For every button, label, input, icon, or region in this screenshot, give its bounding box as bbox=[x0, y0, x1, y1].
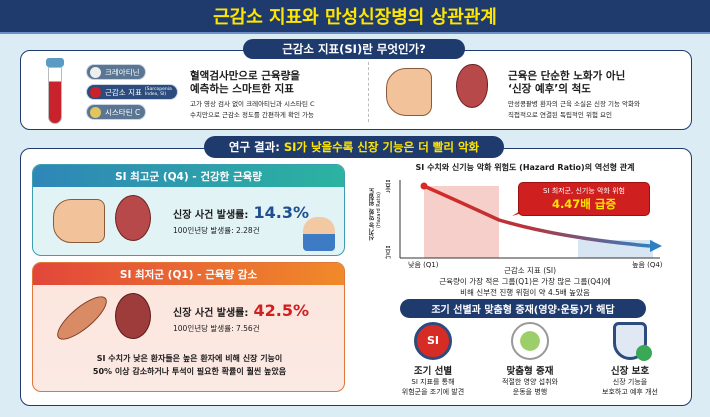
hazard-chart bbox=[399, 180, 662, 259]
tag-creatinine: 크레아티닌 bbox=[86, 64, 146, 80]
q4-card: SI 최고군 (Q4) - 건강한 근육량 신장 사건 발생률: 14.3% 1… bbox=[32, 164, 345, 256]
divider bbox=[368, 62, 369, 122]
right-heading-2: ‘신장 예후’의 척도 bbox=[508, 83, 591, 95]
q1-sub: 100인년당 발생률: 7.56건 bbox=[173, 324, 260, 333]
solution-line: SI 지표를 통해 bbox=[411, 378, 455, 386]
right-heading-1: 근육은 단순한 노화가 아닌 bbox=[508, 70, 626, 82]
solution-line: 위험군을 조기에 발견 bbox=[401, 388, 465, 396]
tag-cystatin: 시스타틴 C bbox=[86, 104, 146, 120]
q4-value: 14.3% bbox=[253, 203, 309, 222]
blood-tube-icon bbox=[46, 58, 64, 126]
y-high-label: 높음 bbox=[385, 180, 393, 193]
solution-line: 적절한 영양 섭취와 bbox=[502, 378, 558, 386]
x-low-label: 낮음 (Q1) bbox=[408, 261, 439, 269]
q1-label: 신장 사건 발생률: bbox=[173, 308, 249, 319]
magnifier-icon: SI bbox=[414, 322, 452, 360]
muscle-arm-icon bbox=[386, 68, 432, 116]
callout-line-2: 4.47배 급증 bbox=[551, 197, 617, 211]
solution-early-screening: SI 조기 선별 SI 지표를 통해 위험군을 조기에 발견 bbox=[388, 322, 478, 397]
x-high-label: 높음 (Q4) bbox=[632, 261, 663, 269]
y-axis-sublabel: (Hazard Ratio) bbox=[376, 192, 382, 228]
header-prefix: 연구 결과: bbox=[228, 140, 280, 154]
chart-caption-1: 근육량이 가장 적은 그룹(Q1)은 가장 많은 그룹(Q4)에 bbox=[439, 277, 611, 286]
q1-card: SI 최저군 (Q1) - 근육량 감소 신장 사건 발생률: 42.5% 10… bbox=[32, 262, 345, 392]
right-text-2: 직접적으로 연결된 독립적인 위험 요인 bbox=[508, 111, 612, 119]
left-text-1: 고가 영상 검사 없이 크레아티닌과 시스타틴 C bbox=[190, 100, 315, 108]
section2-header: 연구 결과: SI가 낮을수록 신장 기능은 더 빨리 악화 bbox=[204, 136, 504, 158]
solution-title: 신장 보호 bbox=[610, 366, 650, 377]
q4-sub: 100인년당 발생률: 2.28건 bbox=[173, 226, 260, 235]
solution-title: 조기 선별 bbox=[413, 366, 453, 377]
solution-title: 맞춤형 중재 bbox=[506, 366, 554, 377]
muscle-fiber-icon bbox=[51, 289, 113, 347]
arrow-head bbox=[650, 240, 662, 252]
section1-header: 근감소 지표(SI)란 무엇인가? bbox=[243, 39, 465, 59]
solution-kidney-protection: 신장 보호 신장 기능을 보호하고 예후 개선 bbox=[585, 322, 675, 397]
tag-si: 근감소 지표 (Sarcopenia Index, SI) bbox=[86, 84, 178, 100]
summary-line-1: SI 수치가 낮은 환자들은 높은 환자에 비해 신장 기능이 bbox=[96, 354, 283, 363]
q4-label: 신장 사건 발생률: bbox=[173, 210, 249, 221]
left-text-2: 수치만으로 근감소 정도를 간편하게 확인 가능 bbox=[190, 111, 314, 119]
header-highlight: SI가 낮을수록 신장 기능은 더 빨리 악화 bbox=[283, 140, 480, 154]
y-low-label: 낮음 bbox=[385, 246, 393, 259]
solution-custom-intervention: 맞춤형 중재 적절한 영양 섭취와 운동을 병행 bbox=[485, 322, 575, 397]
kidney-icon bbox=[456, 64, 488, 108]
solution-line: 운동을 병행 bbox=[512, 388, 548, 396]
tag-label: 근감소 지표 bbox=[105, 87, 142, 97]
flask-icon bbox=[90, 67, 101, 78]
solution-line: 신장 기능을 bbox=[612, 378, 648, 386]
left-heading-2: 예측하는 스마트한 지표 bbox=[190, 83, 294, 95]
q4-title: SI 최고군 (Q4) - 건강한 근육량 bbox=[33, 165, 344, 187]
damaged-kidney-icon bbox=[115, 293, 151, 339]
chart-title: SI 수치와 신기능 악화 위험도 (Hazard Ratio)의 역선형 관계 bbox=[415, 163, 635, 172]
tag-label: 시스타틴 C bbox=[105, 107, 141, 117]
kidney-icon bbox=[115, 195, 151, 241]
hazard-line bbox=[423, 184, 651, 248]
meal-running-icon bbox=[511, 322, 549, 360]
q1-shaded-area bbox=[424, 186, 499, 258]
tag-sub: (Sarcopenia Index, SI) bbox=[144, 87, 172, 97]
shield-kidney-icon bbox=[613, 322, 652, 361]
right-text-1: 만성콩팥병 환자의 근육 소실은 신장 기능 악화와 bbox=[508, 100, 640, 108]
healthy-person-icon bbox=[303, 217, 335, 251]
callout-line-1: SI 최저군, 신기능 악화 위험 bbox=[542, 187, 626, 195]
q1-title: SI 최저군 (Q1) - 근육량 감소 bbox=[33, 263, 344, 285]
page-title: 근감소 지표와 만성신장병의 상관관계 bbox=[0, 0, 710, 34]
muscle-arm-icon bbox=[53, 199, 105, 243]
summary-line-2: 50% 이상 감소하거나 투석이 필요한 확률이 훨씬 높았음 bbox=[92, 367, 287, 376]
blood-drop-icon bbox=[90, 87, 101, 98]
tag-label: 크레아티닌 bbox=[105, 67, 140, 77]
solution-line: 보호하고 예후 개선 bbox=[602, 388, 658, 396]
q1-point bbox=[420, 182, 428, 190]
left-heading-1: 혈액검사만으로 근육량을 bbox=[190, 70, 300, 82]
molecule-icon bbox=[90, 107, 101, 118]
solution-header: 조기 선별과 맞춤형 중재(영양·운동)가 해답 bbox=[400, 299, 646, 318]
hazard-callout: SI 최저군, 신기능 악화 위험 4.47배 급증 bbox=[518, 182, 650, 216]
q1-value: 42.5% bbox=[253, 301, 309, 320]
x-axis-label: 근감소 지표 (SI) bbox=[503, 266, 557, 275]
chart-caption-2: 비해 신부전 진행 위험이 약 4.5배 높았음 bbox=[460, 288, 590, 297]
